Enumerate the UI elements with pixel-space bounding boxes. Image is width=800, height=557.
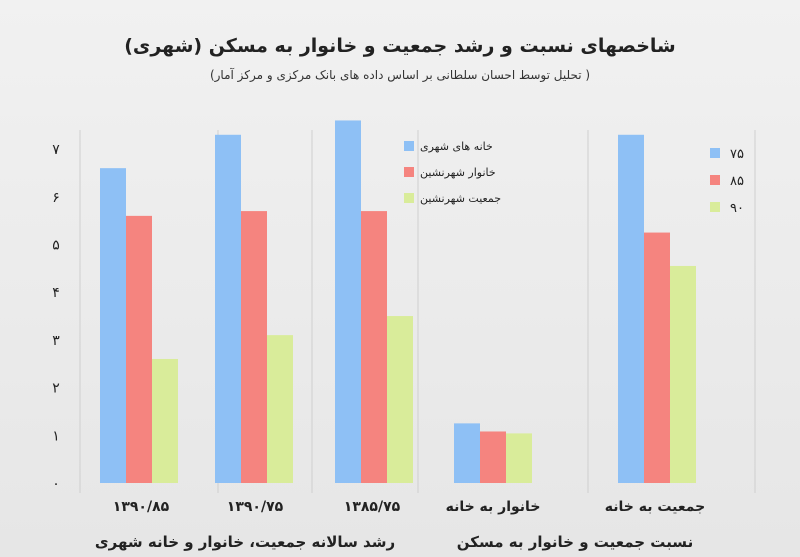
legend-swatch <box>710 148 720 158</box>
x-category-label: خانوار به خانه <box>446 499 541 515</box>
legends: خانه های شهری خانوار شهرنشین جمعیت شهرنشین… <box>404 140 744 216</box>
bar <box>454 423 480 483</box>
group-label: رشد سالانه جمعیت، خانوار و خانه شهری <box>95 533 395 551</box>
y-tick-label: ۵ <box>52 237 60 253</box>
legend-label: ۸۵ <box>730 174 744 189</box>
x-category-label: ۱۳۹۰/۸۵ <box>113 499 170 515</box>
bar <box>126 215 152 483</box>
y-tick-label: ۲ <box>52 381 60 397</box>
x-category-label: ۱۳۸۵/۷۵ <box>344 499 401 515</box>
legend-label: خانه های شهری <box>420 140 493 153</box>
bar <box>506 433 532 483</box>
bar <box>480 431 506 483</box>
bar <box>335 120 361 483</box>
legend-label: جمعیت شهرنشین <box>420 192 501 205</box>
legend-swatch <box>404 167 414 177</box>
bar <box>361 211 387 483</box>
y-tick-label: ۱ <box>52 428 60 444</box>
y-tick-label: ۶ <box>52 190 60 206</box>
legend-swatch <box>404 193 414 203</box>
legend-swatch <box>710 175 720 185</box>
bar <box>618 134 644 483</box>
chart-subtitle: ( تحلیل توسط احسان سلطانی بر اساس داده ه… <box>210 67 590 83</box>
legend-swatch <box>404 141 414 151</box>
bars <box>100 120 696 483</box>
x-category-label: ۱۳۹۰/۷۵ <box>227 499 284 515</box>
bar <box>670 265 696 483</box>
x-category-label: جمعیت به خانه <box>605 499 706 515</box>
y-tick-label: ۷ <box>52 142 60 158</box>
legend-label: ۷۵ <box>730 147 744 162</box>
y-tick-label: ۳ <box>52 333 60 349</box>
group-label: نسبت جمعیت و خانوار به مسکن <box>457 533 693 551</box>
legend-swatch <box>710 202 720 212</box>
bar <box>241 211 267 483</box>
bar <box>100 168 126 483</box>
x-axis-labels: ۱۳۹۰/۸۵ ۱۳۹۰/۷۵ ۱۳۸۵/۷۵ خانوار به خانه جمعیت… <box>95 499 705 551</box>
legend-label: ۹۰ <box>730 201 744 216</box>
bar <box>267 335 293 483</box>
legend-label: خانوار شهرنشین <box>420 166 496 179</box>
bar <box>152 358 178 483</box>
y-axis: ۰ ۱ ۲ ۳ ۴ ۵ ۶ ۷ <box>52 142 60 492</box>
bar <box>644 232 670 483</box>
bar <box>387 316 413 483</box>
y-tick-label: ۴ <box>52 285 60 301</box>
y-tick-label: ۰ <box>52 476 60 492</box>
chart-title: شاخصهای نسبت و رشد جمعیت و خانوار به مسک… <box>124 35 676 57</box>
bar <box>215 134 241 483</box>
